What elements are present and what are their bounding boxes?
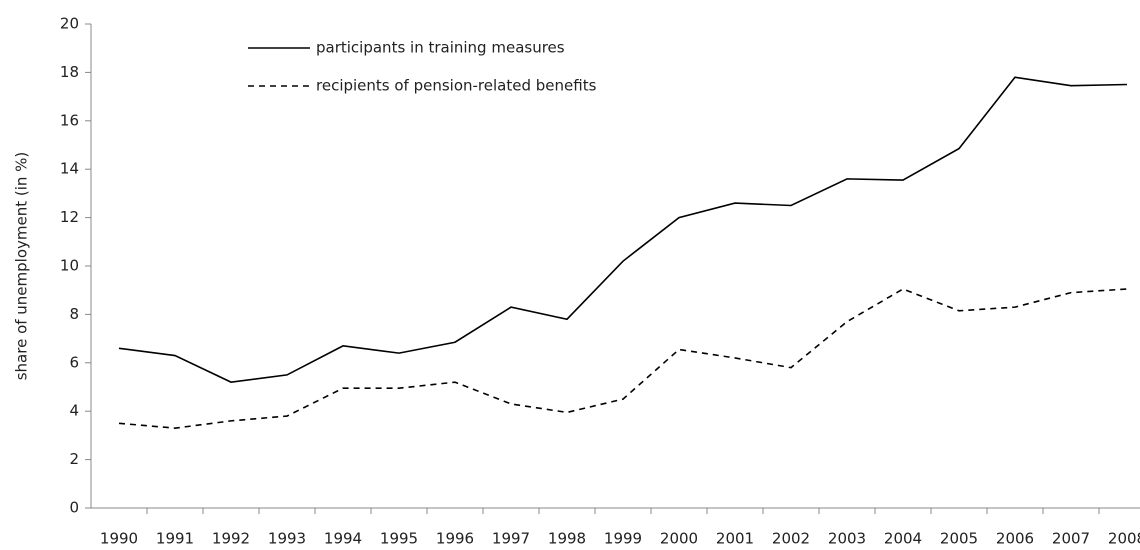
- y-tick-label: 4: [69, 402, 79, 420]
- x-tick-label: 1995: [380, 530, 418, 548]
- x-tick-label: 2004: [884, 530, 922, 548]
- x-tick-label: 2003: [828, 530, 866, 548]
- y-tick-label: 0: [69, 499, 79, 517]
- x-tick-label: 2008: [1108, 530, 1140, 548]
- y-tick-label: 2: [69, 450, 79, 468]
- x-tick-label: 2007: [1052, 530, 1090, 548]
- x-tick-label: 2001: [716, 530, 754, 548]
- y-tick-label: 10: [60, 257, 79, 275]
- y-tick-label: 8: [69, 305, 79, 323]
- x-tick-label: 1999: [604, 530, 642, 548]
- y-tick-label: 14: [60, 160, 79, 178]
- y-tick-label: 12: [60, 208, 79, 226]
- x-tick-label: 1997: [492, 530, 530, 548]
- y-tick-label: 16: [60, 111, 79, 129]
- y-tick-label: 20: [60, 15, 79, 33]
- x-tick-label: 2005: [940, 530, 978, 548]
- series-line: [118, 76, 1128, 383]
- series-line: [118, 288, 1128, 429]
- y-axis-label: share of unemployment (in %): [13, 152, 31, 381]
- y-tick-label: 6: [69, 353, 79, 371]
- x-tick-label: 1996: [436, 530, 474, 548]
- y-tick-label: 18: [60, 63, 79, 81]
- x-tick-label: 1993: [268, 530, 306, 548]
- x-tick-label: 1991: [156, 530, 194, 548]
- legend-label: recipients of pension-related benefits: [316, 77, 597, 95]
- x-tick-label: 1990: [100, 530, 138, 548]
- x-tick-label: 1998: [548, 530, 586, 548]
- x-tick-label: 2006: [996, 530, 1034, 548]
- x-tick-label: 1992: [212, 530, 250, 548]
- legend-label: participants in training measures: [316, 39, 565, 57]
- x-tick-label: 1994: [324, 530, 362, 548]
- x-tick-label: 2002: [772, 530, 810, 548]
- x-tick-label: 2000: [660, 530, 698, 548]
